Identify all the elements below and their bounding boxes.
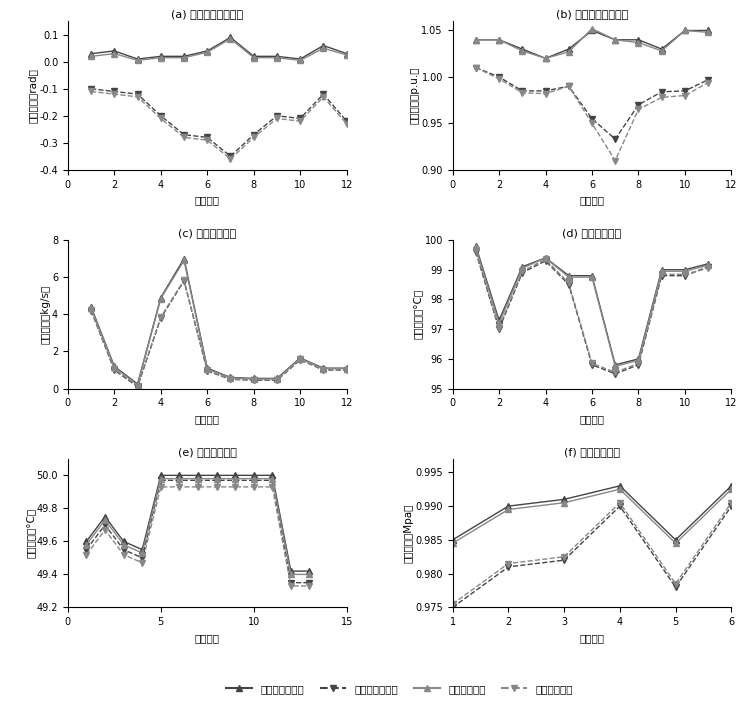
Y-axis label: 供热温度（°C）: 供热温度（°C）: [413, 289, 423, 339]
Y-axis label: 质量流量（kg/s）: 质量流量（kg/s）: [41, 285, 51, 344]
Title: (b) 电网节点电压幅值: (b) 电网节点电压幅值: [556, 9, 628, 19]
Y-axis label: 回热温度（°C）: 回热温度（°C）: [25, 508, 35, 559]
Title: (f) 氢网节点气压: (f) 氢网节点气压: [564, 447, 620, 457]
Title: (e) 热网回热温度: (e) 热网回热温度: [178, 447, 237, 457]
Title: (d) 热网供热温度: (d) 热网供热温度: [562, 228, 621, 238]
Title: (a) 电网节点电压相角: (a) 电网节点电压相角: [171, 9, 244, 19]
Legend: 蒙特卡罗法上界, 蒙特卡罗法下界, 本文方法上界, 本文方法下界: 蒙特卡罗法上界, 蒙特卡罗法下界, 本文方法上界, 本文方法下界: [222, 679, 578, 698]
X-axis label: 管道编号: 管道编号: [195, 414, 219, 424]
Y-axis label: 管道气压（Mpa）: 管道气压（Mpa）: [403, 503, 414, 563]
X-axis label: 节点编号: 节点编号: [580, 414, 605, 424]
X-axis label: 节点编号: 节点编号: [195, 195, 219, 205]
Y-axis label: 电压幅值（p.u.）: 电压幅值（p.u.）: [410, 66, 420, 124]
X-axis label: 节点编号: 节点编号: [580, 195, 605, 205]
X-axis label: 节点编号: 节点编号: [580, 633, 605, 643]
X-axis label: 节点编号: 节点编号: [195, 633, 219, 643]
Title: (c) 热网管道流量: (c) 热网管道流量: [178, 228, 236, 238]
Y-axis label: 电压相角（rad）: 电压相角（rad）: [28, 68, 38, 123]
